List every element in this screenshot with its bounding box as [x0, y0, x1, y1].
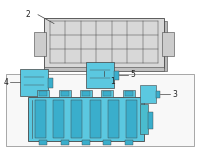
Bar — [6, 74, 194, 146]
Bar — [34, 32, 46, 56]
Bar — [114, 71, 119, 80]
Bar — [48, 78, 53, 88]
Bar — [126, 100, 137, 138]
Bar — [35, 100, 46, 138]
Bar — [103, 91, 111, 96]
Bar — [162, 32, 174, 56]
Bar — [28, 97, 144, 141]
Text: 4: 4 — [3, 78, 8, 87]
Bar — [82, 91, 90, 96]
Text: 1: 1 — [110, 77, 115, 86]
Bar — [80, 90, 92, 97]
Bar — [39, 140, 47, 145]
Bar — [140, 85, 156, 103]
Bar — [53, 100, 64, 138]
Bar — [20, 69, 48, 96]
Text: 5: 5 — [130, 70, 135, 80]
Bar — [140, 104, 148, 134]
Bar — [90, 100, 101, 138]
Bar — [37, 90, 49, 97]
Bar — [108, 100, 119, 138]
Bar — [125, 91, 133, 96]
Bar — [148, 112, 153, 129]
Bar — [44, 18, 164, 68]
Bar — [101, 90, 113, 97]
Bar — [44, 67, 164, 71]
Text: 3: 3 — [172, 90, 177, 99]
Bar — [82, 140, 90, 145]
Bar — [156, 91, 160, 98]
Bar — [125, 140, 133, 145]
Bar — [61, 140, 69, 145]
Bar — [103, 140, 111, 145]
Bar — [47, 21, 167, 71]
Bar — [59, 90, 71, 97]
Bar — [39, 91, 47, 96]
Bar — [86, 62, 114, 88]
Bar — [123, 90, 135, 97]
Bar — [61, 91, 69, 96]
Bar — [71, 100, 82, 138]
Text: 2: 2 — [25, 10, 30, 19]
